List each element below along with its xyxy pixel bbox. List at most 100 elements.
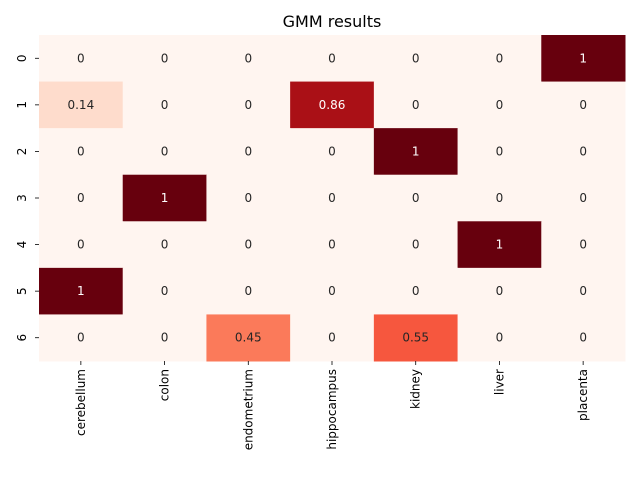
heatmap-cell [541, 81, 626, 129]
heatmap-cell [541, 128, 626, 176]
x-tick-label: liver [492, 369, 506, 395]
cell-value-label: 0.55 [402, 331, 429, 345]
cell-value-label: 0 [412, 284, 420, 298]
x-tick-label: colon [158, 369, 172, 401]
cell-value-label: 0 [328, 144, 336, 158]
cell-value-label: 0 [496, 144, 504, 158]
cell-value-label: 0 [244, 284, 252, 298]
cell-value-label: 0 [579, 98, 587, 112]
heatmap-cell [290, 35, 375, 83]
cell-value-label: 0 [161, 98, 169, 112]
y-tick-label: 3 [15, 194, 29, 202]
heatmap-cell [39, 267, 124, 315]
cell-value-label: 0 [77, 331, 85, 345]
cell-value-label: 0 [412, 191, 420, 205]
heatmap-cell [541, 314, 626, 362]
heatmap-cell [541, 267, 626, 315]
heatmap-cell [541, 35, 626, 83]
heatmap-cell [122, 314, 207, 362]
heatmap-cell-labels: 0 0 0 0 0 0 1 0.14 0 0 0.86 0 0 0 0 0 0 0 1 0 0 0 1 0 0 0 0 0 0 0 0 0 0 1… [67, 51, 586, 344]
cell-value-label: 0 [161, 51, 169, 65]
cell-value-label: 0 [579, 238, 587, 252]
cell-value-label: 0 [77, 51, 85, 65]
heatmap-cell [290, 174, 375, 222]
heatmap-cell [206, 174, 291, 222]
cell-value-label: 0 [496, 191, 504, 205]
heatmap-cell [39, 81, 124, 129]
heatmap-cell [122, 267, 207, 315]
heatmap-cell [373, 81, 459, 129]
heatmap-cells [39, 35, 626, 362]
cell-value-label: 0 [77, 144, 85, 158]
heatmap-cell [206, 221, 291, 269]
cell-value-label: 0 [161, 284, 169, 298]
cell-value-label: 0 [77, 191, 85, 205]
heatmap-cell [122, 221, 207, 269]
heatmap-cell [290, 314, 375, 362]
cell-value-label: 1 [496, 238, 504, 252]
cell-value-label: 1 [161, 191, 169, 205]
cell-value-label: 0 [77, 238, 85, 252]
heatmap-cell [122, 174, 207, 222]
cell-value-label: 0 [328, 51, 336, 65]
cell-value-label: 0.45 [235, 331, 262, 345]
heatmap-cell [39, 314, 124, 362]
cell-value-label: 1 [77, 284, 85, 298]
cell-value-label: 0 [579, 191, 587, 205]
heatmap-cell [457, 221, 542, 269]
cell-value-label: 0 [579, 284, 587, 298]
heatmap-cell [122, 81, 207, 129]
x-tick-label: cerebellum [74, 369, 88, 436]
heatmap-cell [373, 35, 459, 83]
heatmap-cell [206, 267, 291, 315]
heatmap-cell [373, 267, 459, 315]
y-tick-label: 2 [15, 148, 29, 156]
heatmap-cell [206, 314, 291, 362]
heatmap-cell [39, 221, 124, 269]
heatmap-cell [373, 221, 459, 269]
x-tick-label: endometrium [241, 369, 255, 450]
cell-value-label: 0.86 [319, 98, 346, 112]
heatmap-cell [457, 81, 542, 129]
heatmap-cell [39, 35, 124, 83]
cell-value-label: 0 [496, 331, 504, 345]
y-tick-label: 6 [15, 334, 29, 342]
y-tick-label: 4 [15, 241, 29, 249]
heatmap-cell [290, 221, 375, 269]
cell-value-label: 0 [412, 238, 420, 252]
chart-title: GMM results [283, 12, 382, 31]
heatmap-cell [290, 267, 375, 315]
heatmap-cell [373, 174, 459, 222]
heatmap-cell [373, 314, 459, 362]
heatmap-cell [290, 81, 375, 129]
cell-value-label: 0 [496, 51, 504, 65]
cell-value-label: 0 [328, 331, 336, 345]
y-tick-label: 1 [15, 101, 29, 109]
x-tick-label: hippocampus [325, 369, 339, 450]
heatmap-cell [541, 221, 626, 269]
cell-value-label: 0 [244, 98, 252, 112]
y-axis: 0 1 2 3 4 5 6 [15, 54, 39, 342]
cell-value-label: 0 [579, 331, 587, 345]
heatmap-cell [206, 35, 291, 83]
cell-value-label: 0 [412, 98, 420, 112]
heatmap-cell [122, 35, 207, 83]
x-tick-label: placenta [576, 369, 590, 421]
cell-value-label: 0 [161, 238, 169, 252]
y-tick-label: 5 [15, 287, 29, 295]
cell-value-label: 0 [328, 238, 336, 252]
heatmap-cell [541, 174, 626, 222]
cell-value-label: 0 [328, 191, 336, 205]
heatmap-cell [206, 128, 291, 176]
cell-value-label: 0 [496, 284, 504, 298]
cell-value-label: 0 [412, 51, 420, 65]
heatmap-cell [373, 128, 459, 176]
cell-value-label: 0 [328, 284, 336, 298]
cell-value-label: 0 [579, 144, 587, 158]
cell-value-label: 0 [244, 238, 252, 252]
cell-value-label: 0 [161, 331, 169, 345]
heatmap-cell [457, 128, 542, 176]
cell-value-label: 0 [244, 191, 252, 205]
heatmap-cell [122, 128, 207, 176]
cell-value-label: 0.14 [67, 98, 94, 112]
